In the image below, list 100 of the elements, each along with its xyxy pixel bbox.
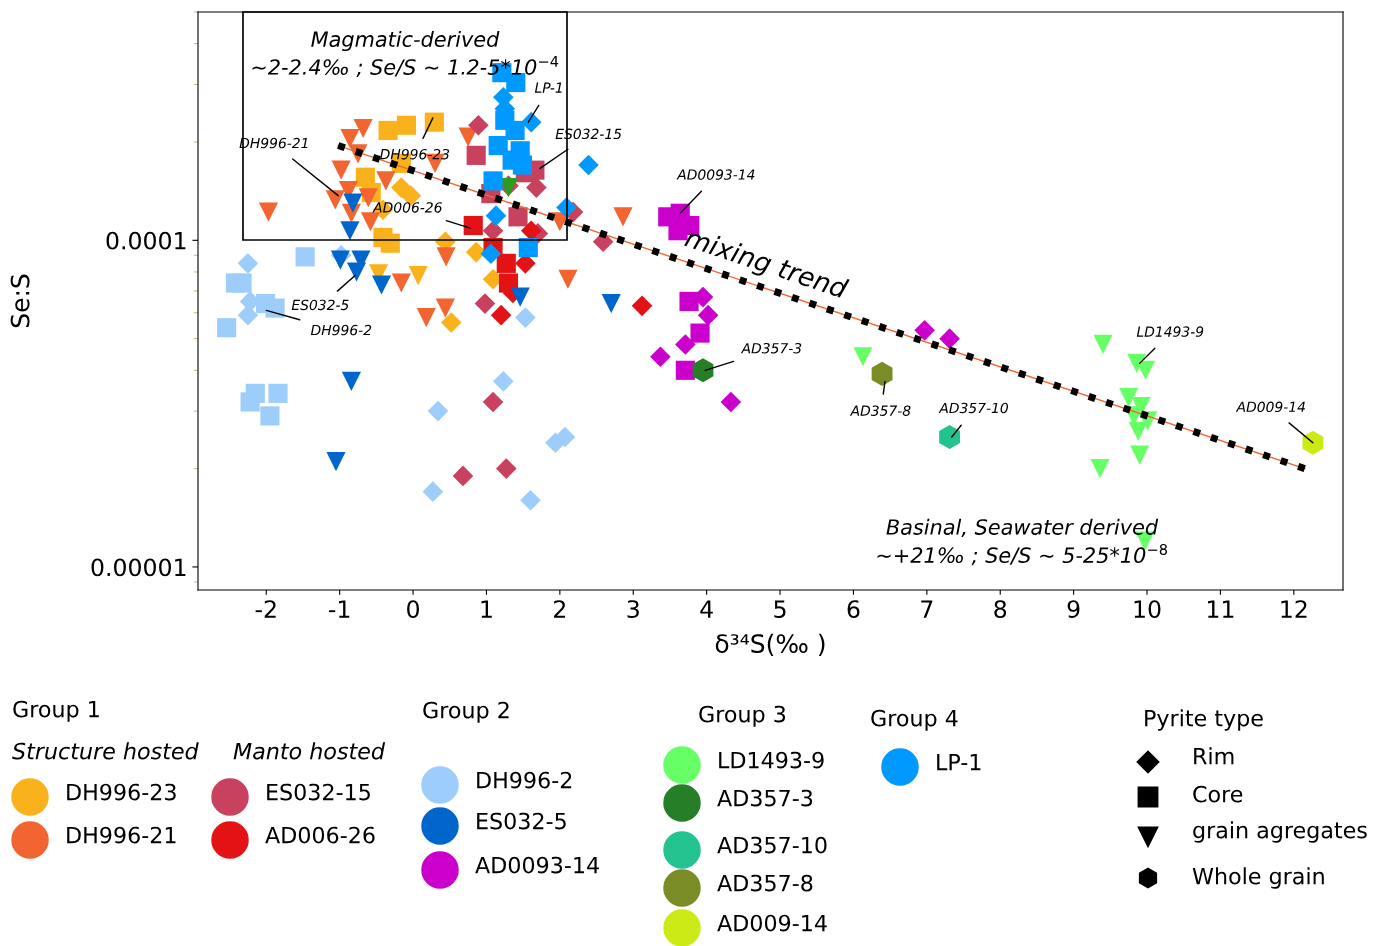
point [520, 489, 541, 511]
x-axis-title: δ³⁴S(‰ ) [715, 633, 825, 656]
legend-label: AD009-14 [717, 914, 827, 932]
x-tick-label: 10 [1134, 600, 1161, 618]
point [914, 320, 935, 341]
point [353, 118, 373, 139]
annotation: LP-1 [534, 82, 562, 93]
legend-label: AD006-26 [265, 826, 375, 844]
point [558, 269, 578, 289]
point [631, 295, 653, 317]
point [697, 304, 719, 326]
point [440, 312, 462, 333]
point [424, 112, 444, 132]
legend-label: AD357-10 [717, 836, 827, 854]
x-tick-label: 8 [994, 600, 1007, 618]
legend-label: DH996-21 [67, 826, 176, 844]
point [505, 120, 525, 140]
text: Group 2 [423, 701, 509, 723]
point [326, 452, 346, 472]
x-tick-label: 1 [481, 600, 492, 618]
point [490, 304, 512, 326]
x-tick-label: 12 [1281, 600, 1307, 618]
point [240, 392, 260, 412]
point [396, 115, 417, 135]
point [1119, 388, 1139, 408]
text: Rim [1194, 747, 1234, 765]
text: mixing trend [682, 226, 850, 304]
point [690, 323, 710, 343]
legend-label: ES032-15 [267, 783, 370, 801]
point [466, 145, 486, 165]
x-tick-label: 0 [407, 600, 419, 618]
point [391, 273, 411, 293]
point [416, 308, 436, 328]
annotation: AD357-10 [938, 402, 1009, 414]
x-tick-label: -2 [255, 600, 276, 618]
point [376, 171, 396, 191]
point [371, 275, 392, 295]
annotation: AD357-8 [849, 405, 911, 416]
point [378, 120, 398, 140]
point [422, 481, 444, 502]
legend-label: AD357-3 [717, 789, 813, 807]
annotation: LD1493-9 [1136, 326, 1204, 337]
annotation: AD357-3 [740, 342, 802, 354]
point [330, 250, 350, 270]
text: grain agregates [1193, 821, 1367, 843]
point [1130, 445, 1150, 465]
point [488, 136, 508, 156]
legend-label: ES032-5 [477, 812, 566, 830]
text: Group 3 [699, 705, 786, 727]
point [408, 265, 428, 286]
point [515, 307, 536, 328]
point [435, 298, 455, 318]
point [1302, 430, 1324, 455]
point [331, 160, 351, 180]
point [237, 304, 259, 326]
annotation: AD009-14 [1235, 401, 1305, 413]
y-tick-label: 0.00001 [91, 558, 186, 577]
point [474, 293, 496, 314]
x-tick-label: 6 [847, 600, 860, 618]
point [237, 253, 259, 274]
point [485, 205, 507, 226]
point [650, 346, 671, 368]
point [495, 458, 517, 479]
x-tick-label: 9 [1067, 600, 1080, 618]
point [720, 391, 742, 413]
y-axis-title: Se:S [10, 274, 30, 328]
point [295, 247, 315, 267]
text: Structure hosted [12, 742, 199, 760]
point [675, 360, 695, 380]
x-tick-label: 4 [700, 600, 713, 618]
point [463, 215, 483, 236]
point [341, 371, 361, 391]
x-tick-label: 7 [921, 600, 933, 618]
point [268, 383, 288, 403]
point [483, 171, 503, 191]
point [939, 328, 960, 349]
x-tick-label: -1 [329, 600, 350, 618]
x-tick-label: 2 [554, 600, 565, 618]
point [496, 253, 516, 273]
text: Core [1193, 785, 1243, 803]
legend-label: DH996-23 [67, 783, 176, 801]
annotation: AD0093-14 [676, 169, 755, 180]
annotation: Basinal, Seawater derived ~+21‰ ; Se/S ~ 5-25*10$^{−8}$ [877, 518, 1168, 566]
point [1093, 334, 1113, 354]
point [265, 298, 285, 318]
point [346, 262, 367, 282]
point [360, 212, 381, 232]
point [325, 190, 345, 210]
point [482, 391, 504, 413]
text: Group 4 [871, 709, 958, 731]
text: Group 1 [13, 700, 99, 722]
x-tick-label: 3 [627, 600, 639, 618]
point [1090, 459, 1110, 479]
point [510, 287, 530, 307]
point [217, 318, 237, 338]
point [493, 371, 514, 392]
point [260, 406, 280, 426]
text: Whole grain [1192, 867, 1324, 889]
point [871, 361, 893, 386]
point [427, 400, 449, 422]
